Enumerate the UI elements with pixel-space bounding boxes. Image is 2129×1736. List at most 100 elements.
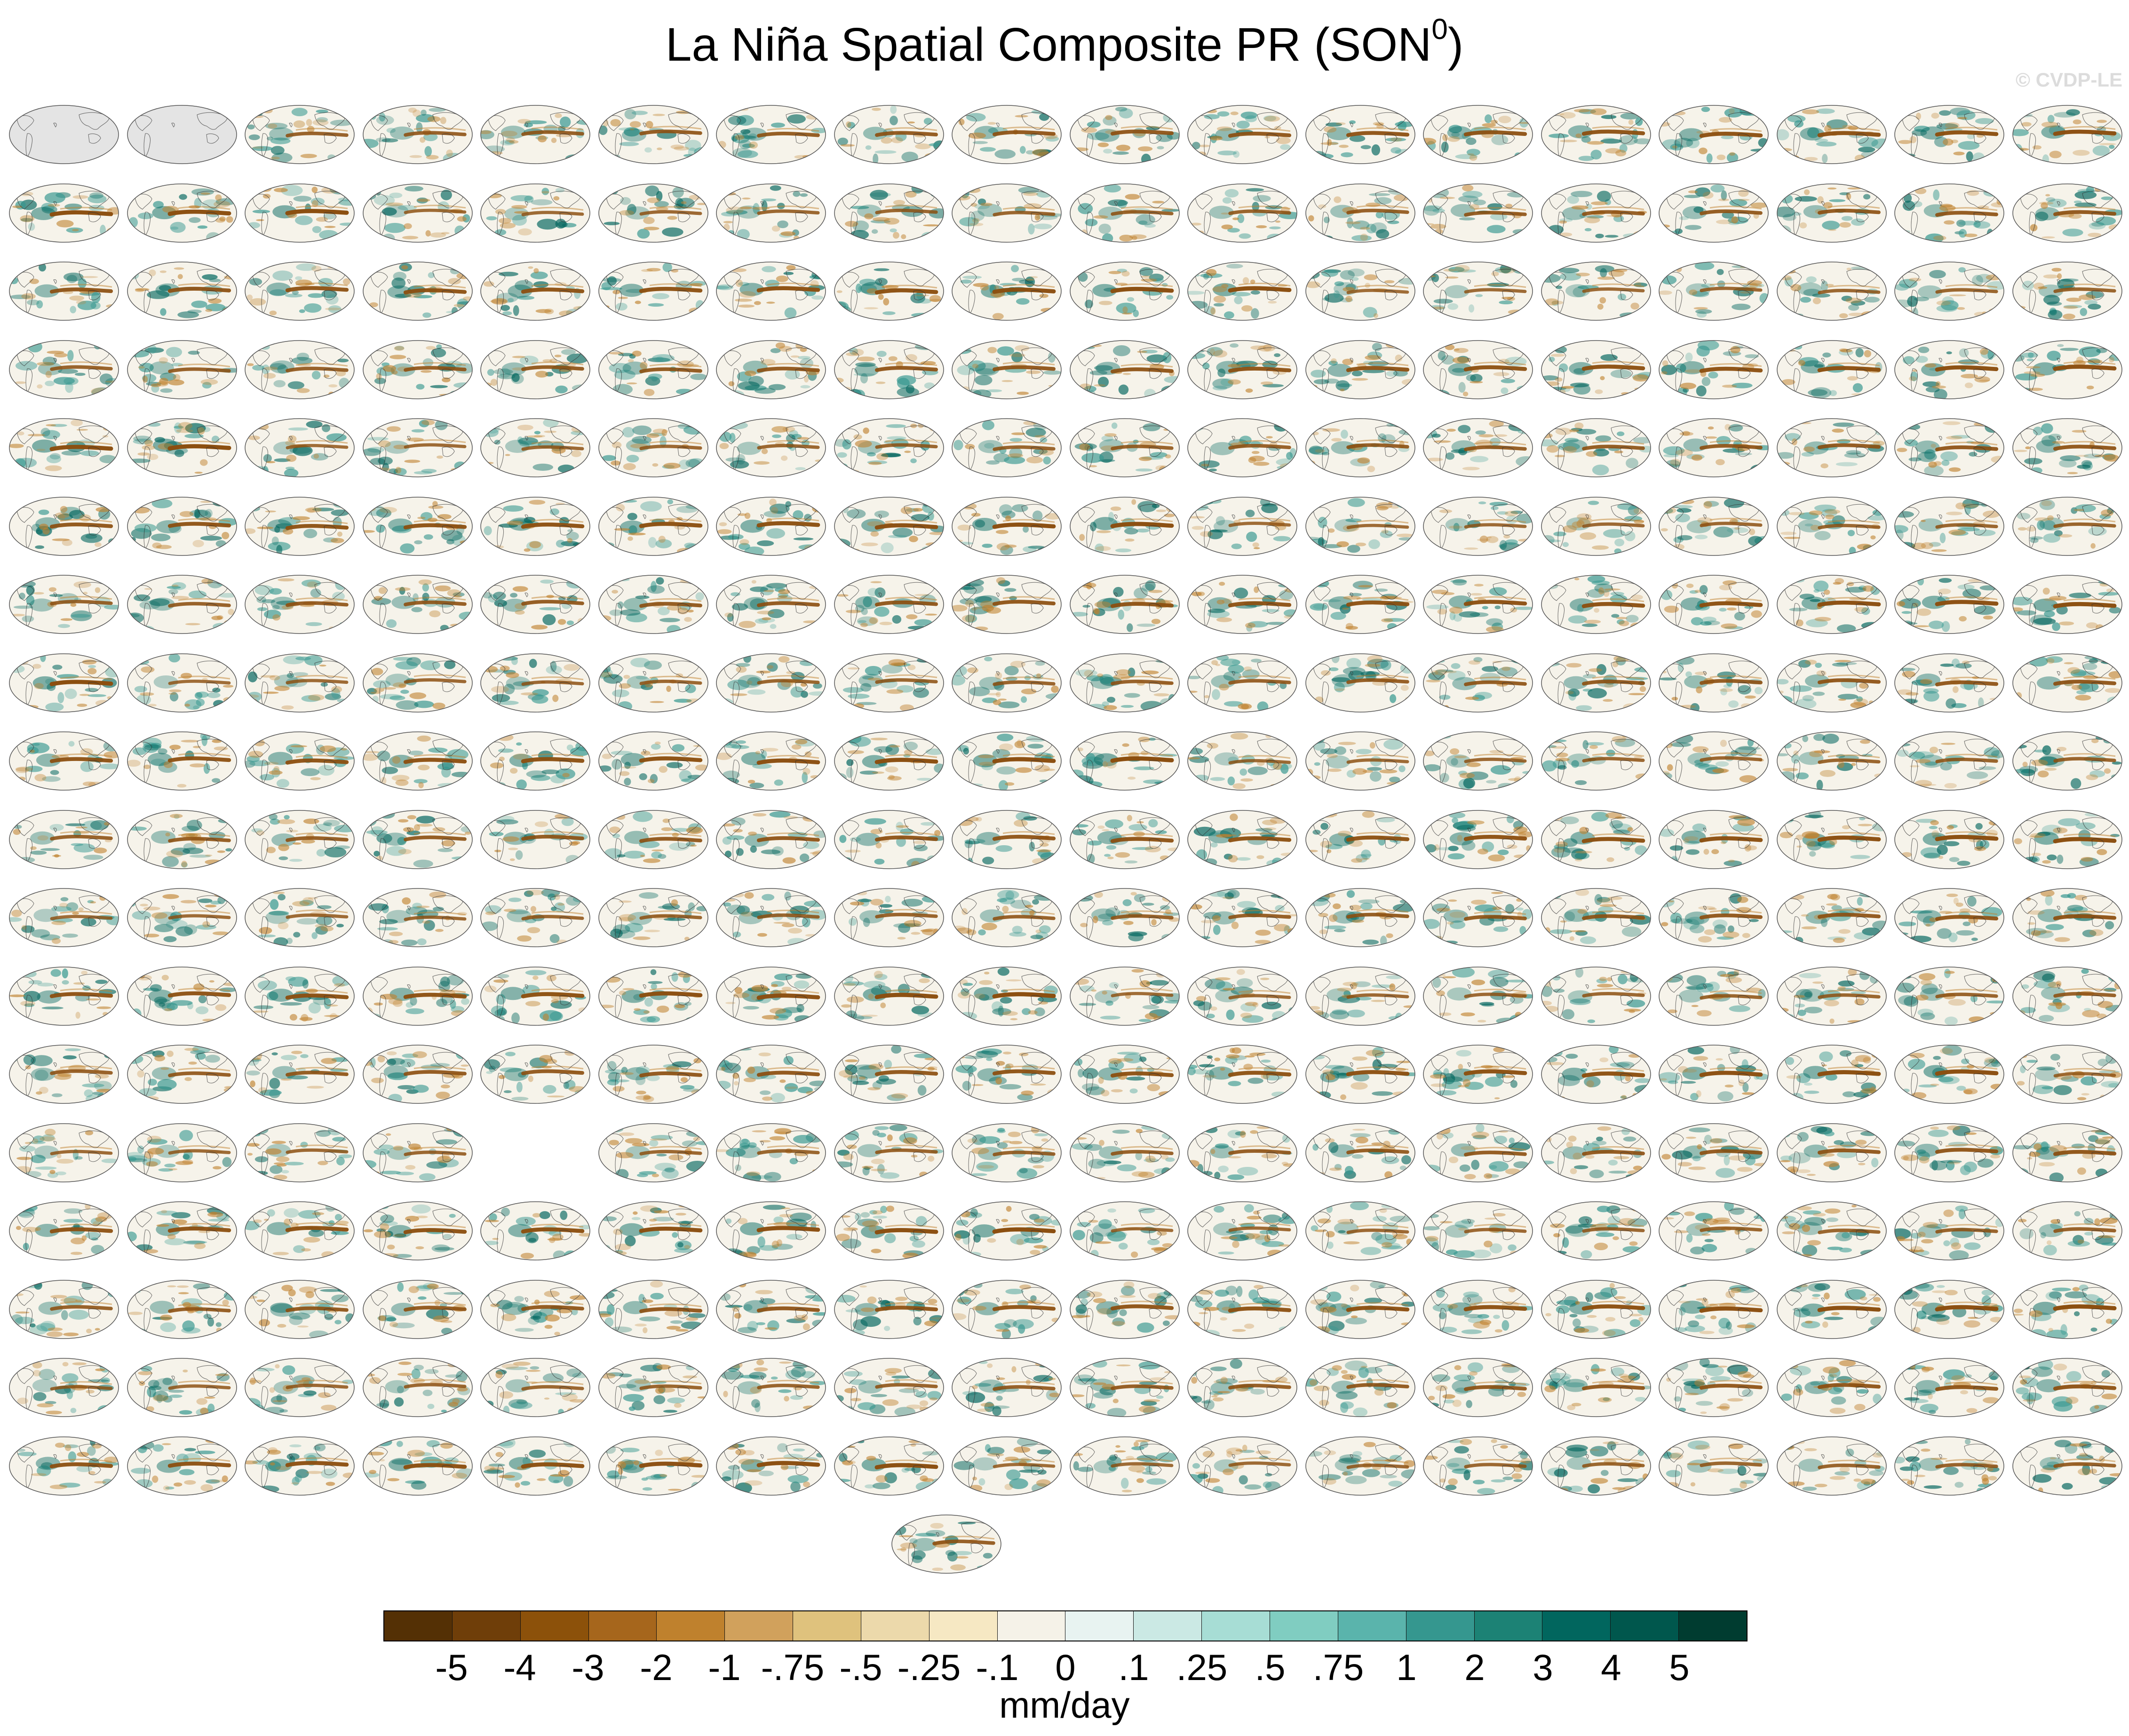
panel-map bbox=[1423, 1045, 1533, 1104]
ensemble-member-panel bbox=[834, 496, 945, 556]
ensemble-member-panel bbox=[480, 418, 591, 478]
ensemble-member-panel bbox=[244, 340, 355, 400]
panel-map bbox=[1423, 1280, 1533, 1339]
ensemble-member-panel bbox=[1187, 809, 1298, 870]
ensemble-member-panel bbox=[1422, 496, 1533, 556]
panel-map bbox=[2012, 1201, 2122, 1260]
panel-map bbox=[834, 967, 944, 1026]
panel-map bbox=[1187, 1358, 1297, 1417]
panel-map bbox=[245, 1280, 355, 1339]
panel-map bbox=[363, 575, 473, 634]
ensemble-member-panel bbox=[1894, 183, 2005, 243]
ensemble-member-panel bbox=[362, 496, 473, 556]
panel-map bbox=[952, 810, 1062, 869]
panel-map bbox=[1187, 340, 1297, 399]
ensemble-member-panel bbox=[1187, 888, 1298, 948]
ensemble-member-panel bbox=[244, 183, 355, 243]
ensemble-member-panel bbox=[951, 104, 1062, 165]
panel-map bbox=[480, 262, 590, 321]
panel-map bbox=[952, 1436, 1062, 1496]
ensemble-member-panel bbox=[8, 418, 119, 478]
ensemble-member-panel bbox=[1541, 496, 1652, 556]
panel-map bbox=[1894, 497, 2004, 556]
ensemble-member-panel bbox=[244, 261, 355, 321]
ensemble-member-panel bbox=[1776, 1436, 1887, 1496]
panel-map bbox=[2012, 1436, 2122, 1496]
panel-map bbox=[363, 262, 473, 321]
panel-map bbox=[480, 183, 590, 243]
ensemble-member-panel bbox=[1894, 574, 2005, 634]
panel-map bbox=[1894, 1045, 2004, 1104]
panel-map bbox=[2012, 967, 2122, 1026]
panel-map bbox=[245, 497, 355, 556]
panel-map bbox=[245, 340, 355, 399]
ensemble-member-panel bbox=[715, 104, 826, 165]
ensemble-member-panel bbox=[1541, 731, 1652, 791]
ensemble-member-panel bbox=[715, 261, 826, 321]
colorbar-box-5 bbox=[725, 1611, 794, 1641]
panel-map bbox=[1659, 1123, 1769, 1182]
panel-map bbox=[245, 967, 355, 1026]
panel-map bbox=[2012, 497, 2122, 556]
colorbar-label: .1 bbox=[1118, 1647, 1149, 1688]
panel-map bbox=[1777, 1045, 1887, 1104]
ensemble-member-panel bbox=[480, 183, 591, 243]
panel-map bbox=[127, 575, 237, 634]
ensemble-member-panel bbox=[1187, 1201, 1298, 1261]
ensemble-member-panel bbox=[1187, 731, 1298, 791]
panel-map bbox=[1305, 1201, 1415, 1260]
ensemble-member-panel bbox=[8, 1044, 119, 1104]
panel-map bbox=[1187, 653, 1297, 713]
colorbar-box-11 bbox=[1134, 1611, 1202, 1641]
panel-map bbox=[127, 731, 237, 791]
ensemble-member-panel bbox=[244, 653, 355, 713]
ensemble-member-panel bbox=[1069, 574, 1180, 634]
panel-map bbox=[127, 183, 237, 243]
colorbar-label: -.5 bbox=[839, 1647, 882, 1688]
panel-map bbox=[1187, 575, 1297, 634]
ensemble-member-panel bbox=[480, 966, 591, 1026]
colorbar-label: 1 bbox=[1396, 1647, 1417, 1688]
ensemble-member-panel bbox=[1894, 966, 2005, 1026]
panel-map bbox=[1305, 262, 1415, 321]
panel-map bbox=[363, 967, 473, 1026]
panel-map bbox=[952, 340, 1062, 399]
panel-map bbox=[834, 497, 944, 556]
colorbar-box-8 bbox=[929, 1611, 998, 1641]
panel-map bbox=[363, 1358, 473, 1417]
panel-map bbox=[598, 418, 708, 477]
ensemble-member-panel bbox=[1658, 888, 1769, 948]
panel-map bbox=[1894, 967, 2004, 1026]
ensemble-member-panel bbox=[244, 966, 355, 1026]
panel-map bbox=[952, 731, 1062, 791]
ensemble-member-panel bbox=[715, 1123, 826, 1183]
ensemble-member-panel bbox=[8, 1201, 119, 1261]
colorbar-label: 5 bbox=[1669, 1647, 1690, 1688]
panel-map bbox=[9, 1123, 119, 1182]
colorbar-box-4 bbox=[657, 1611, 725, 1641]
ensemble-member-panel bbox=[127, 1044, 238, 1104]
ensemble-member-panel bbox=[598, 809, 709, 870]
ensemble-member-panel bbox=[1541, 1201, 1652, 1261]
ensemble-member-panel bbox=[951, 1436, 1062, 1496]
panel-map bbox=[1777, 418, 1887, 477]
ensemble-member-panel bbox=[1069, 1279, 1180, 1340]
ensemble-member-panel bbox=[1069, 1357, 1180, 1418]
panel-map bbox=[716, 731, 826, 791]
ensemble-member-panel bbox=[598, 731, 709, 791]
panel-map bbox=[2012, 888, 2122, 947]
ensemble-member-panel bbox=[598, 104, 709, 165]
ensemble-member-panel bbox=[1541, 1279, 1652, 1340]
panel-map bbox=[1305, 575, 1415, 634]
panel-map bbox=[1777, 1201, 1887, 1260]
ensemble-member-panel bbox=[951, 1201, 1062, 1261]
panel-map bbox=[716, 497, 826, 556]
ensemble-member-panel bbox=[1541, 653, 1652, 713]
panel-map bbox=[1894, 575, 2004, 634]
ensemble-member-panel bbox=[1776, 340, 1887, 400]
ensemble-member-panel bbox=[1305, 1436, 1416, 1496]
ensemble-member-panel bbox=[951, 1357, 1062, 1418]
ensemble-member-panel bbox=[1776, 1044, 1887, 1104]
ensemble-member-panel bbox=[1776, 966, 1887, 1026]
ensemble-member-panel bbox=[8, 966, 119, 1026]
